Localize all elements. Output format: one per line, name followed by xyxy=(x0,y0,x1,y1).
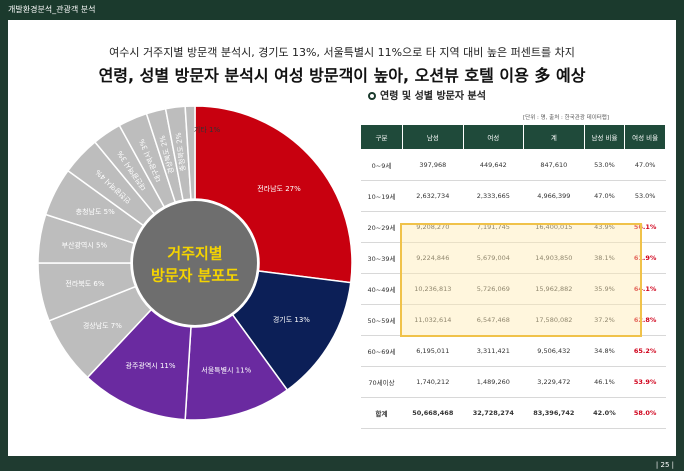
headline-line2: 연령, 성별 방문자 분석시 여성 방문객이 높아, 오션뷰 호텔 이용 多 예… xyxy=(98,66,586,85)
table-header-4: 계 xyxy=(523,124,585,150)
table-cell: 60~69세 xyxy=(360,335,403,367)
table-cell: 5,679,004 xyxy=(463,242,524,274)
table-cell: 70세이상 xyxy=(360,366,403,398)
table-cell: 20~29세 xyxy=(360,211,403,243)
table-cell: 35.9% xyxy=(584,273,625,305)
donut-slice-1 xyxy=(194,105,353,284)
table-row: 40~49세 10,236,813 5,726,069 15,962,882 35.9%… xyxy=(360,273,666,305)
donut-center xyxy=(133,201,257,325)
donut-label-4: 광주광역시 11% xyxy=(126,361,176,370)
table-note: [단위 : 명, 출처 : 한국관광 데이터랩] xyxy=(523,115,610,121)
table-cell: 6,195,011 xyxy=(402,335,464,367)
donut-center-label-2: 방문자 분포도 xyxy=(151,267,239,285)
table-cell: 37.2% xyxy=(584,304,625,336)
table-title-wrap: 연령 및 성별 방문자 분석 xyxy=(368,87,486,102)
table-cell: 64.1% xyxy=(624,273,666,305)
table-cell: 47.0% xyxy=(584,180,625,212)
table-cell: 53.0% xyxy=(584,149,625,181)
table-header-3: 여성 xyxy=(462,124,525,150)
table-cell: 32,728,274 xyxy=(463,397,524,429)
table-cell: 449,642 xyxy=(463,149,524,181)
table-cell: 47.0% xyxy=(624,149,666,181)
table-row: 60~69세 6,195,011 3,311,421 9,506,432 34.8% 65… xyxy=(360,335,666,367)
table-cell: 15,962,882 xyxy=(523,273,585,305)
table-header-row: 구분 남성 여성 계 남성 비율 여성 비율 xyxy=(359,124,666,150)
table-title: 연령 및 성별 방문자 분석 xyxy=(380,91,486,102)
table-cell: 10,236,813 xyxy=(402,273,464,305)
table-cell: 46.1% xyxy=(584,366,625,398)
table-cell: 9,506,432 xyxy=(523,335,585,367)
table-cell: 34.8% xyxy=(584,335,625,367)
table-cell: 5,726,069 xyxy=(463,273,524,305)
table-cell: 16,400,015 xyxy=(523,211,585,243)
table-header-5: 남성 비율 xyxy=(583,124,626,150)
page-number: | 25 | xyxy=(655,461,674,469)
table-cell: 3,229,472 xyxy=(523,366,585,398)
table-cell: 58.0% xyxy=(624,397,666,429)
table-cell: 3,311,421 xyxy=(463,335,524,367)
table-cell: 61.9% xyxy=(624,242,666,274)
donut-label-8: 충청남도 5% xyxy=(76,207,115,216)
table-body: 0~9세 397,968 449,642 847,610 53.0% 47.0% 10~19… xyxy=(360,149,666,429)
headline-line1: 여수시 거주지별 방문객 분석시, 경기도 13%, 서울특별시 11%으로 타… xyxy=(109,46,575,59)
table-cell: 2,632,734 xyxy=(402,180,464,212)
table-cell: 40~49세 xyxy=(360,273,403,305)
table-cell: 43.9% xyxy=(584,211,625,243)
table-cell: 56.1% xyxy=(624,211,666,243)
table-cell: 42.0% xyxy=(584,397,625,429)
table-header-2: 남성 xyxy=(402,124,464,150)
table-cell: 1,489,260 xyxy=(463,366,524,398)
donut-label-1: 전라남도 27% xyxy=(257,184,301,193)
table-header-1: 구분 xyxy=(359,124,404,150)
donut-label-5: 경상남도 7% xyxy=(83,321,122,330)
table-row: 10~19세 2,632,734 2,333,665 4,966,399 47.0% 53… xyxy=(360,180,666,212)
section-title: 개발환경분석_관광객 분석 xyxy=(8,5,96,14)
table-cell: 62.8% xyxy=(624,304,666,336)
table-cell: 17,580,082 xyxy=(523,304,585,336)
table-cell: 30~39세 xyxy=(360,242,403,274)
bullet-icon xyxy=(368,92,376,100)
table-cell: 50~59세 xyxy=(360,304,403,336)
donut-label-6: 전라북도 6% xyxy=(65,279,104,288)
table-row: 합계 50,668,468 32,728,274 83,396,742 42.0% 58.… xyxy=(360,397,666,429)
table-cell: 50,668,468 xyxy=(402,397,464,429)
table-row: 70세이상 1,740,212 1,489,260 3,229,472 46.1% 53.… xyxy=(360,366,666,398)
table-cell: 53.0% xyxy=(624,180,666,212)
age-gender-table: 구분 남성 여성 계 남성 비율 여성 비율 0~9세 397,968 449,642 847,… xyxy=(359,124,666,429)
table-cell: 0~9세 xyxy=(360,149,403,181)
table-cell: 14,903,850 xyxy=(523,242,585,274)
donut-label-2: 경기도 13% xyxy=(273,315,310,324)
donut-label-3: 서울특별시 11% xyxy=(201,366,251,375)
donut-slice-2 xyxy=(231,270,352,392)
table-row: 0~9세 397,968 449,642 847,610 53.0% 47.0% xyxy=(360,149,666,181)
donut-slice-14 xyxy=(184,105,196,200)
table-cell: 11,032,614 xyxy=(402,304,464,336)
table-cell: 7,191,745 xyxy=(463,211,524,243)
donut-center-label-1: 거주지별 xyxy=(167,245,222,263)
table-cell: 38.1% xyxy=(584,242,625,274)
table-cell: 397,968 xyxy=(402,149,464,181)
table-cell: 53.9% xyxy=(624,366,666,398)
donut-label-14: 기타 1% xyxy=(194,125,221,134)
top-bar: 개발환경분석_관광객 분석 xyxy=(0,0,684,20)
table-cell: 10~19세 xyxy=(360,180,403,212)
table-cell: 9,208,270 xyxy=(402,211,464,243)
table-cell: 2,333,665 xyxy=(463,180,524,212)
table-cell: 6,547,468 xyxy=(463,304,524,336)
table-cell: 65.2% xyxy=(624,335,666,367)
table-cell: 847,610 xyxy=(523,149,585,181)
table-cell: 9,224,846 xyxy=(402,242,464,274)
table-cell: 1,740,212 xyxy=(402,366,464,398)
residence-donut-chart: 전라남도 27% 경기도 13% 서울특별시 11% 광주광역시 11% 경상남도 7%… xyxy=(37,105,353,421)
table-cell: 4,966,399 xyxy=(523,180,585,212)
table-cell: 합계 xyxy=(360,397,403,429)
table-header-6: 여성 비율 xyxy=(624,124,666,150)
table-row: 50~59세 11,032,614 6,547,468 17,580,082 37.2%… xyxy=(360,304,666,336)
table-row: 30~39세 9,224,846 5,679,004 14,903,850 38.1% 6… xyxy=(360,242,666,274)
donut-label-7: 부산광역시 5% xyxy=(62,240,108,249)
table-cell: 83,396,742 xyxy=(523,397,585,429)
table-row: 20~29세 9,208,270 7,191,745 16,400,015 43.9% 5… xyxy=(360,211,666,243)
